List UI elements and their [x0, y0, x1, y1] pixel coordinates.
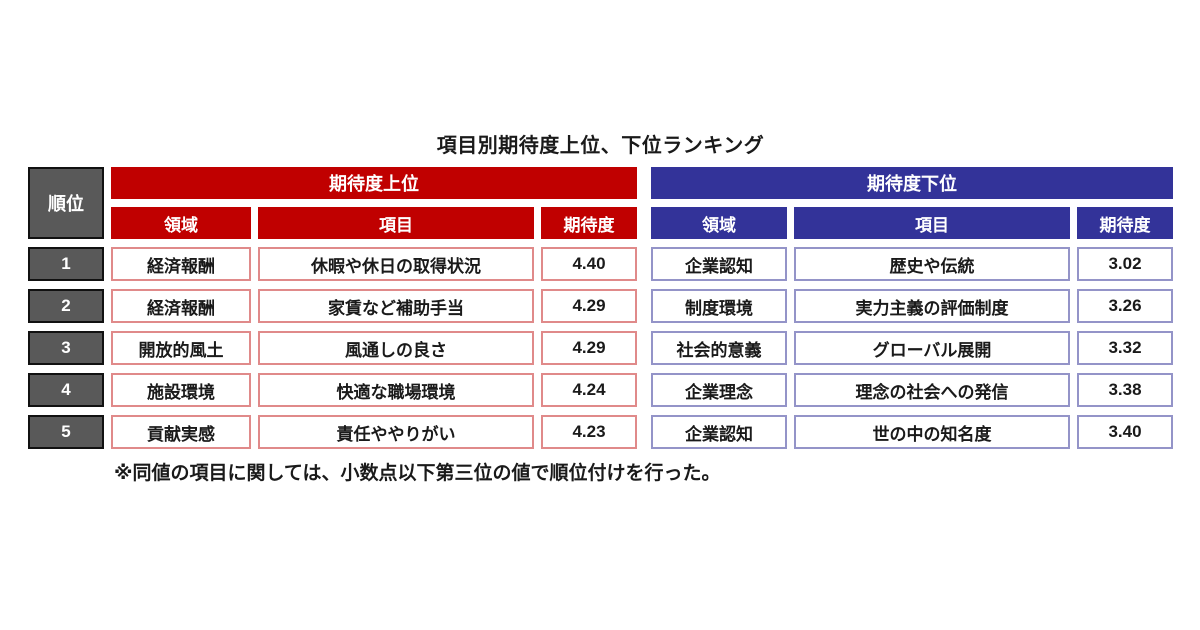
top-area-cell: 経済報酬: [111, 247, 251, 281]
top-item-cell: 家賃など補助手当: [258, 289, 534, 323]
bottom-item-cell: 理念の社会への発信: [794, 373, 1070, 407]
column-header-top-item: 項目: [258, 207, 534, 239]
top-score-cell: 4.29: [541, 331, 637, 365]
rank-cell: 1: [28, 247, 104, 281]
top-item-cell: 休暇や休日の取得状況: [258, 247, 534, 281]
bottom-score-cell: 3.02: [1077, 247, 1173, 281]
bottom-item-cell: 世の中の知名度: [794, 415, 1070, 449]
top-score-cell: 4.24: [541, 373, 637, 407]
top-area-cell: 開放的風土: [111, 331, 251, 365]
bottom-item-cell: 実力主義の評価制度: [794, 289, 1070, 323]
bottom-score-cell: 3.26: [1077, 289, 1173, 323]
top-area-cell: 貢献実感: [111, 415, 251, 449]
bottom-area-cell: 企業認知: [651, 415, 787, 449]
rank-cell: 2: [28, 289, 104, 323]
page-title: 項目別期待度上位、下位ランキング: [436, 135, 765, 157]
bottom-score-cell: 3.38: [1077, 373, 1173, 407]
column-header-bottom-area: 領域: [651, 207, 787, 239]
top-area-cell: 施設環境: [111, 373, 251, 407]
rank-cell: 3: [28, 331, 104, 365]
bottom-area-cell: 企業理念: [651, 373, 787, 407]
bottom-area-cell: 制度環境: [651, 289, 787, 323]
rank-cell: 5: [28, 415, 104, 449]
top-score-cell: 4.40: [541, 247, 637, 281]
top-area-cell: 経済報酬: [111, 289, 251, 323]
bottom-score-cell: 3.40: [1077, 415, 1173, 449]
rank-column-header: 順位: [28, 167, 104, 239]
bottom-score-cell: 3.32: [1077, 331, 1173, 365]
column-header-bottom-item: 項目: [794, 207, 1070, 239]
top-item-cell: 快適な職場環境: [258, 373, 534, 407]
group-header-bottom: 期待度下位: [651, 167, 1173, 199]
column-header-top-score: 期待度: [541, 207, 637, 239]
column-header-bottom-score: 期待度: [1077, 207, 1173, 239]
bottom-item-cell: 歴史や伝統: [794, 247, 1070, 281]
bottom-area-cell: 社会的意義: [651, 331, 787, 365]
top-score-cell: 4.29: [541, 289, 637, 323]
ranking-table: 順位 期待度上位 期待度下位 領域 項目 期待度 領域 項目 期待度 1 経済報酬…: [28, 167, 1173, 449]
group-header-top: 期待度上位: [111, 167, 637, 199]
top-item-cell: 責任ややりがい: [258, 415, 534, 449]
rank-cell: 4: [28, 373, 104, 407]
bottom-area-cell: 企業認知: [651, 247, 787, 281]
column-header-top-area: 領域: [111, 207, 251, 239]
top-item-cell: 風通しの良さ: [258, 331, 534, 365]
footnote: ※同値の項目に関しては、小数点以下第三位の値で順位付けを行った。: [114, 463, 721, 484]
top-score-cell: 4.23: [541, 415, 637, 449]
bottom-item-cell: グローバル展開: [794, 331, 1070, 365]
